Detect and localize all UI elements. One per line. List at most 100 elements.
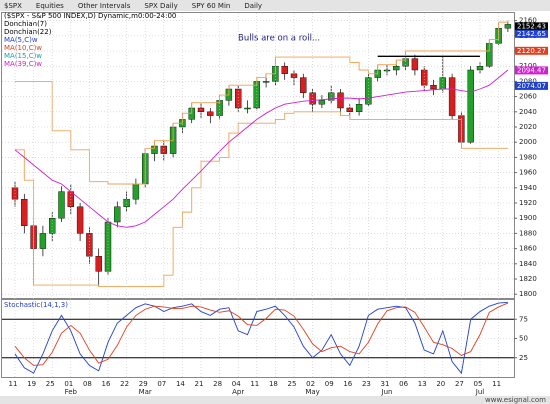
x-tick-label: 13	[418, 380, 427, 388]
annotation: Bulls are on a roll...	[238, 34, 320, 44]
toolbar-item[interactable]: SPX Daily	[144, 2, 177, 10]
toolbar-items: $SPX Equities Other Intervals SPX Daily SPY …	[4, 2, 262, 10]
y-tick-label: 1920	[519, 199, 537, 207]
month-label: Mar	[139, 388, 152, 396]
y-tick-label: 1980	[519, 153, 537, 161]
candle-body	[114, 206, 121, 223]
y-tick-label: 50	[519, 335, 528, 343]
last-value-box	[515, 29, 548, 38]
candle-body	[467, 69, 474, 143]
x-tick-label: 22	[120, 380, 129, 388]
candle-body	[132, 183, 140, 200]
x-tick-label: 11	[250, 380, 259, 388]
y-tick-label: 2020	[519, 123, 537, 131]
candle-body	[49, 217, 56, 234]
last-value-box	[515, 46, 548, 55]
x-tick-label: 14	[176, 380, 185, 388]
y-tick-label: 2080	[519, 77, 537, 85]
toolbar	[0, 0, 550, 11]
candle-body	[476, 65, 484, 71]
x-tick-label: 04	[232, 380, 241, 388]
y-tick-label: 75	[519, 315, 528, 323]
x-tick-label: 18	[269, 380, 278, 388]
y-tick-label: 2100	[519, 62, 537, 70]
x-tick-label: 16	[102, 380, 111, 388]
month-label: May	[305, 388, 319, 396]
candle-body	[95, 256, 102, 272]
oscillator-line	[14, 302, 509, 366]
x-tick-label: 28	[213, 380, 222, 388]
x-tick-label: 23	[362, 380, 371, 388]
x-tick-label: 08	[83, 380, 92, 388]
x-tick-label: 07	[157, 380, 166, 388]
candle-body	[262, 81, 270, 83]
x-tick-label: 25	[46, 380, 55, 388]
legend-entry: MA(39,C)w	[4, 60, 42, 68]
last-value-box	[515, 81, 548, 90]
legend-entry: Donchian(7)	[4, 20, 47, 28]
candle-body	[365, 77, 372, 105]
y-tick-label: 1960	[519, 169, 537, 177]
y-tick-label: 1940	[519, 184, 537, 192]
month-label: Jun	[381, 388, 393, 396]
x-tick-label: 09	[325, 380, 334, 388]
y-tick-label: 2040	[519, 108, 537, 116]
x-tick-label: 27	[455, 380, 464, 388]
indicator-line	[15, 111, 508, 288]
legend-entry: Donchian(22)	[4, 28, 52, 36]
candle-body	[290, 73, 298, 78]
oscillator-line	[14, 301, 508, 375]
price-panel	[1, 12, 515, 299]
x-tick-label: 11	[492, 380, 501, 388]
candle-body	[448, 77, 456, 116]
x-tick-label: 11	[9, 380, 18, 388]
candle-body	[411, 58, 419, 71]
legend-entry: MA(10,C)w	[4, 44, 42, 52]
y-tick-label: 1860	[519, 245, 537, 253]
candle-body	[21, 198, 28, 226]
candle-body	[430, 84, 437, 90]
x-tick-label: 05	[474, 380, 483, 388]
last-value-label: 2152.43	[517, 22, 546, 30]
x-tick-label: 21	[195, 380, 204, 388]
candle-body	[504, 24, 512, 29]
month-label: Feb	[65, 388, 78, 396]
last-value-box	[515, 22, 548, 31]
candle-body	[318, 100, 326, 105]
y-tick-label: 1840	[519, 260, 537, 268]
x-tick-label: 19	[27, 380, 36, 388]
indicator-line	[15, 20, 509, 185]
candle-body	[207, 111, 214, 116]
candle-body	[337, 92, 344, 109]
x-tick-label: 01	[64, 380, 73, 388]
toolbar-item[interactable]: Daily	[244, 2, 262, 10]
y-tick-label: 1900	[519, 214, 537, 222]
last-value-label: 2094.47	[517, 66, 546, 74]
toolbar-item[interactable]: SPY 60 Min	[192, 2, 231, 10]
toolbar-item[interactable]: Equities	[36, 2, 64, 10]
y-tick-label: 1800	[519, 290, 537, 298]
y-tick-label: 1880	[519, 229, 537, 237]
footer: www.esignal.com	[485, 396, 546, 404]
x-tick-label: 31	[381, 380, 390, 388]
candle-body	[393, 65, 400, 71]
last-value-box	[515, 66, 548, 75]
last-value-label: 2142.65	[517, 30, 546, 38]
candle-body	[281, 65, 288, 74]
x-tick-label: 16	[343, 380, 352, 388]
candle-body	[76, 206, 84, 234]
month-label: Apr	[232, 388, 244, 396]
x-tick-label: 02	[306, 380, 315, 388]
legend-entry: MA(5,C)w	[4, 36, 38, 44]
candle-body	[300, 77, 307, 93]
toolbar-item[interactable]: Other Intervals	[78, 2, 131, 10]
indicator-line	[14, 69, 509, 228]
y-tick-label: 2060	[519, 93, 537, 101]
toolbar-item[interactable]: $SPX	[4, 2, 22, 10]
candle-body	[58, 191, 65, 219]
stochastic-title: Stochastic(14,1,3)	[4, 301, 68, 309]
candle-body	[160, 145, 168, 154]
candle-body	[309, 92, 316, 105]
y-tick-label: 2000	[519, 138, 537, 146]
